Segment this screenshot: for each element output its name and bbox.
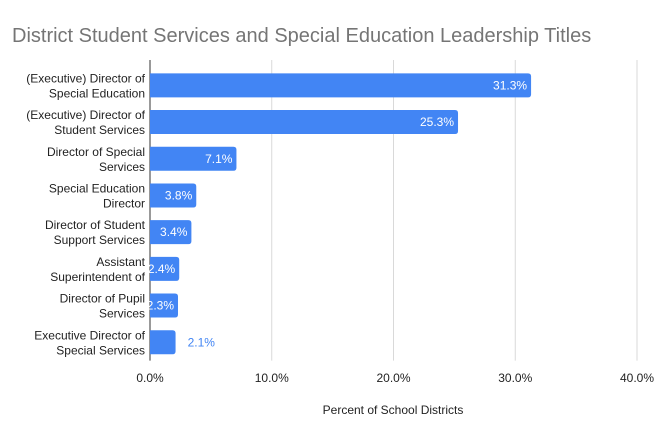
category-label: Services (99, 307, 145, 321)
data-label: 2.4% (148, 262, 176, 276)
bar (150, 183, 197, 208)
data-label: 3.8% (165, 188, 193, 202)
category-label: Special Services (56, 343, 145, 357)
gridlines (149, 60, 638, 361)
category-label: (Executive) Director of (26, 71, 145, 85)
data-label: 25.3% (420, 115, 454, 129)
data-label: 2.1% (188, 335, 216, 349)
category-label: Services (99, 160, 145, 174)
x-tick-label: 30.0% (498, 371, 532, 385)
data-label: 3.4% (160, 225, 188, 239)
category-label: Student Services (54, 123, 145, 137)
category-label: Special Education (49, 181, 145, 195)
category-label: (Executive) Director of (26, 108, 145, 122)
category-label: Director of Special (47, 145, 145, 159)
category-label: Director of Pupil (60, 292, 145, 306)
category-label: Executive Director of (34, 328, 145, 342)
bar (150, 293, 179, 318)
data-label: 7.1% (205, 152, 233, 166)
bar (150, 110, 459, 135)
bar (150, 330, 176, 355)
category-label: Assistant (96, 255, 145, 269)
bar (150, 73, 532, 98)
data-label: 2.3% (147, 299, 175, 313)
category-label: Director (103, 196, 145, 210)
chart-title: District Student Services and Special Ed… (12, 25, 591, 47)
bar (150, 220, 192, 245)
x-tick-label: 20.0% (376, 371, 410, 385)
bars: 31.3% 25.3% 7.1% 3.8% 3.4% 2.4% 2.3% 2.1% (147, 73, 532, 355)
x-tick-label: 10.0% (255, 371, 289, 385)
category-label: Special Education (49, 86, 145, 100)
bar (150, 146, 237, 171)
x-axis-title: Percent of School Districts (323, 403, 464, 417)
x-tick-labels: 0.0% 10.0% 20.0% 30.0% 40.0% (136, 371, 654, 385)
x-tick-label: 0.0% (136, 371, 164, 385)
bar (150, 256, 180, 281)
data-label: 31.3% (493, 78, 527, 92)
x-tick-label: 40.0% (620, 371, 654, 385)
category-label: Support Services (54, 233, 145, 247)
category-label: Superintendent of (50, 270, 145, 284)
category-label: Director of Student (45, 218, 146, 232)
